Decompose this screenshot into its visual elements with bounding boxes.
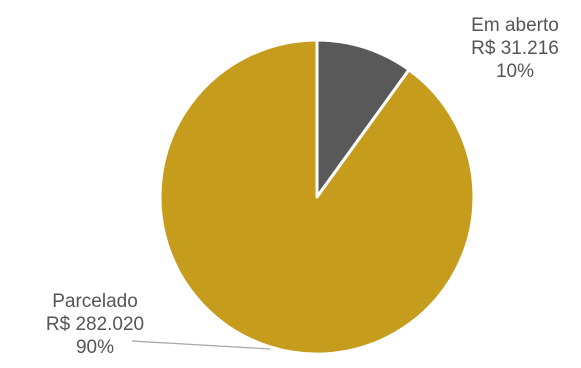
slice-label-name: Parcelado (52, 291, 138, 312)
leader-line-parcelado (131, 340, 271, 350)
slice-label-percent: 90% (75, 337, 115, 358)
slice-label-amount: R$ 31.216 (471, 38, 559, 59)
slice-label-parcelado: Parcelado R$ 282.020 90% (18, 290, 172, 359)
slice-label-em-aberto: Em aberto R$ 31.216 10% (448, 14, 581, 83)
slice-label-amount: R$ 282.020 (45, 314, 145, 335)
slice-label-percent: 10% (495, 61, 535, 82)
pie-slice-em-aberto (315, 38, 411, 199)
pie-slice-parcelado (158, 38, 476, 356)
slice-label-name: Em aberto (471, 15, 559, 36)
